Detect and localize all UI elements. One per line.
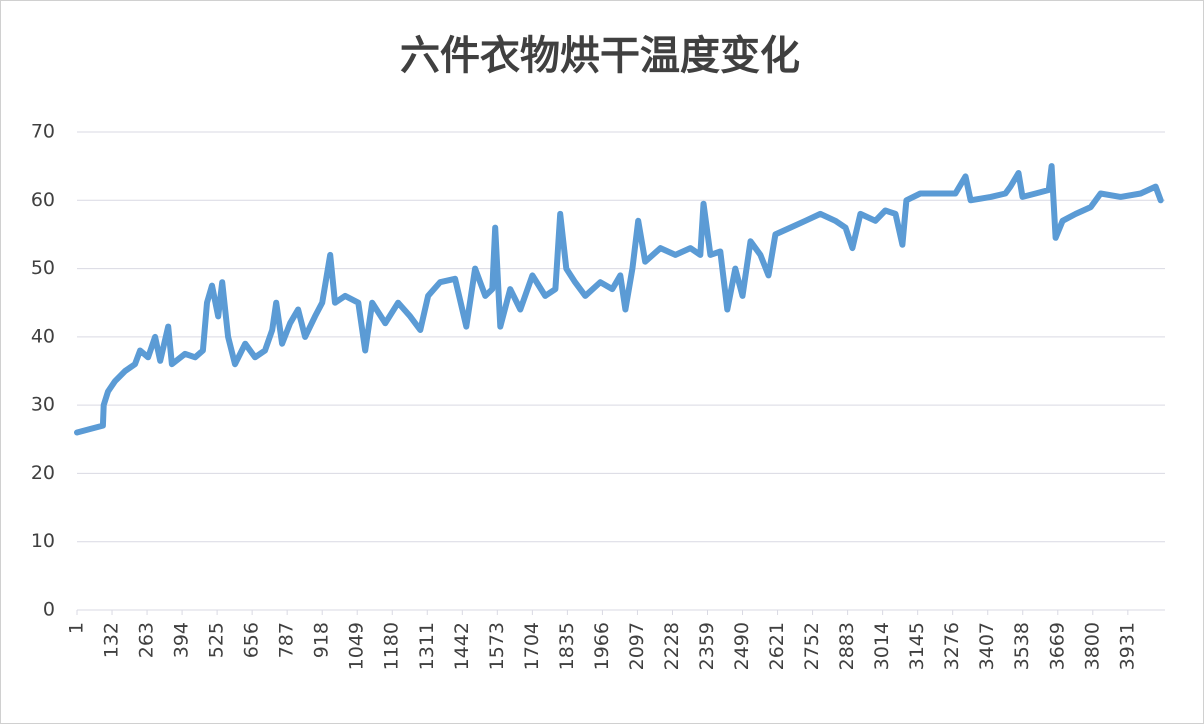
x-tick-label: 3931 xyxy=(1116,622,1138,670)
x-tick-label: 1966 xyxy=(591,622,613,670)
x-tick-label: 1835 xyxy=(556,622,578,670)
x-tick-label: 132 xyxy=(101,622,123,658)
x-tick-label: 1704 xyxy=(521,622,543,670)
x-tick-label: 2752 xyxy=(801,622,823,670)
x-tick-label: 787 xyxy=(276,622,298,658)
x-tick-label: 1049 xyxy=(346,622,368,670)
x-tick-label: 2490 xyxy=(731,622,753,670)
x-tick-label: 3407 xyxy=(976,622,998,670)
x-tick-label: 2359 xyxy=(696,622,718,670)
x-tick-label: 525 xyxy=(206,622,228,658)
x-tick-label: 1573 xyxy=(486,622,508,670)
x-tick-label: 3145 xyxy=(906,622,928,670)
x-tick-label: 2621 xyxy=(766,622,788,670)
x-tick-label: 2097 xyxy=(626,622,648,670)
x-tick-label: 3669 xyxy=(1046,622,1068,670)
y-tick-label: 0 xyxy=(43,599,55,621)
chart-title: 六件衣物烘干温度变化 xyxy=(400,33,800,79)
x-tick-label: 656 xyxy=(241,622,263,658)
data-line xyxy=(74,163,1164,436)
x-tick-label: 1442 xyxy=(451,622,473,670)
y-tick-label: 60 xyxy=(31,189,55,211)
x-tick-label: 3276 xyxy=(941,622,963,670)
x-tick-label: 1180 xyxy=(381,622,403,670)
x-tick-label: 918 xyxy=(311,622,333,658)
x-tick-label: 3538 xyxy=(1011,622,1033,670)
x-tick-label: 263 xyxy=(136,622,158,658)
x-tick-label: 1311 xyxy=(416,622,438,670)
x-tick-label: 2883 xyxy=(836,622,858,670)
x-tick-label: 3800 xyxy=(1081,622,1103,670)
x-tick-label: 394 xyxy=(171,622,193,658)
y-tick-label: 10 xyxy=(31,530,55,552)
y-tick-label: 50 xyxy=(31,257,55,279)
x-tick-label: 3014 xyxy=(871,622,893,670)
y-tick-label: 70 xyxy=(31,121,55,143)
y-tick-label: 20 xyxy=(31,462,55,484)
x-tick-label: 1 xyxy=(66,622,88,634)
y-tick-label: 40 xyxy=(31,325,55,347)
y-tick-label: 30 xyxy=(31,394,55,416)
x-tick-label: 2228 xyxy=(661,622,683,670)
